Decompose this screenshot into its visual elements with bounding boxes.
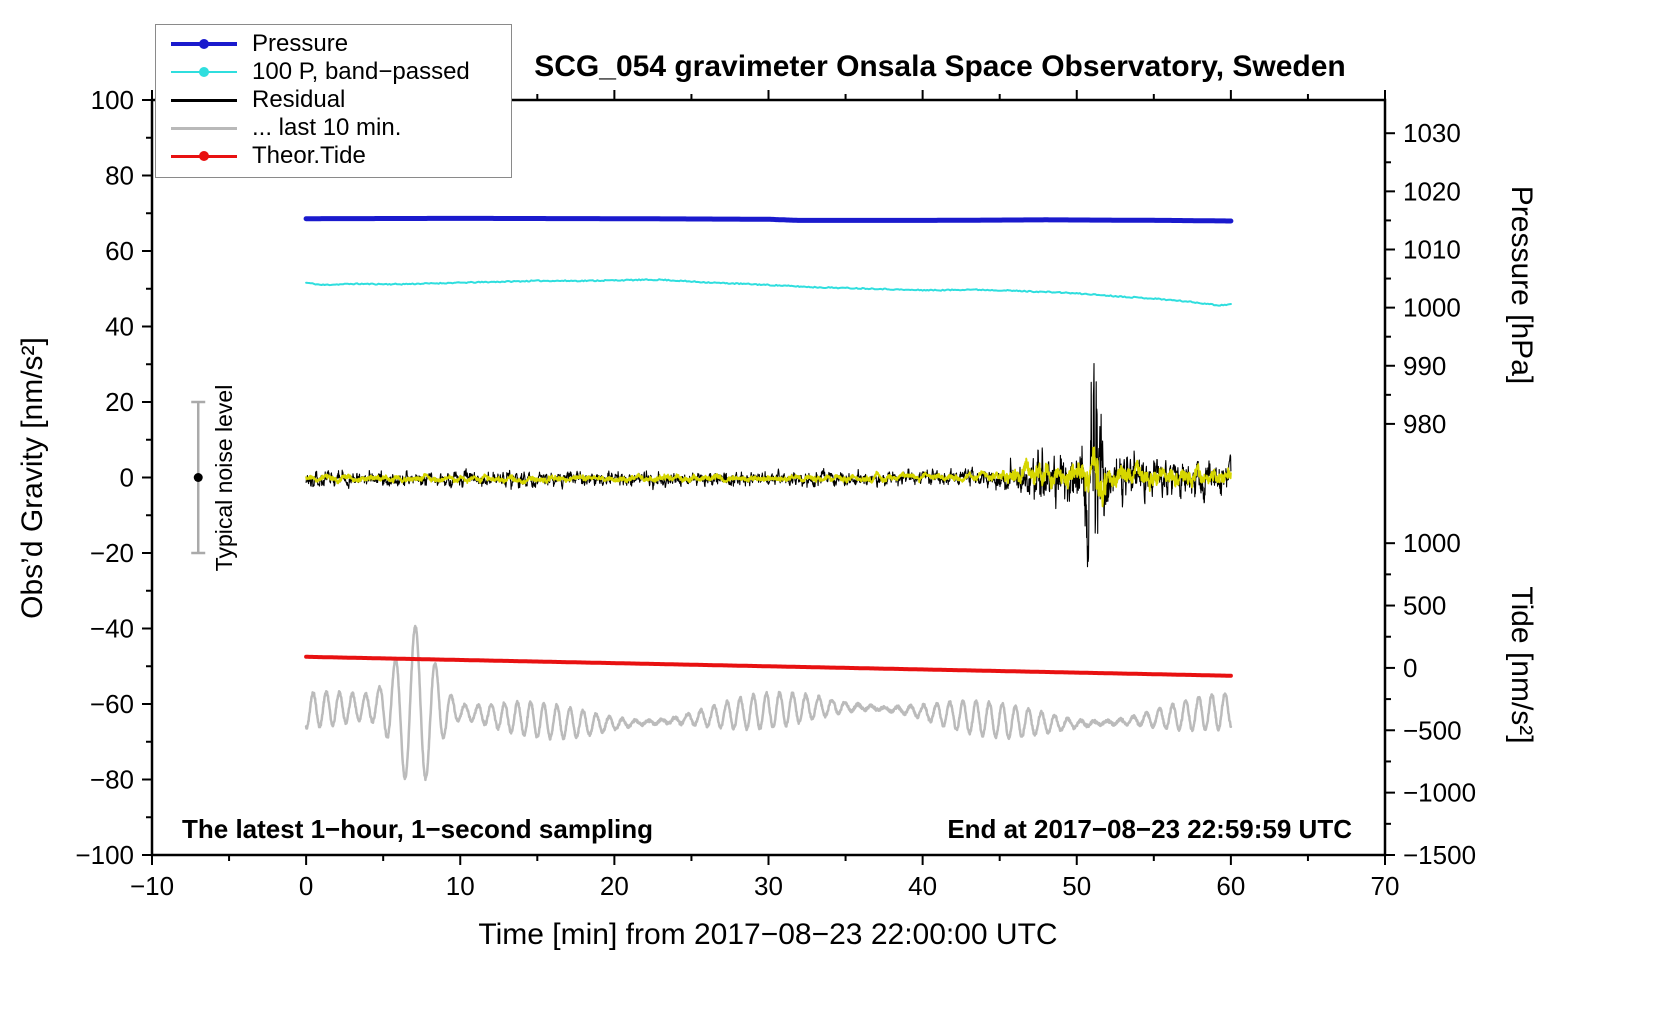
tide-tick-label: −1500 [1403, 840, 1476, 870]
annotation-sampling: The latest 1−hour, 1−second sampling [182, 814, 653, 844]
legend-item: 100 P, band−passed [156, 58, 511, 86]
pressure-tick-label: 990 [1403, 351, 1446, 381]
tide-tick-label: 0 [1403, 653, 1417, 683]
pressure-tick-label: 1030 [1403, 118, 1461, 148]
x-tick-label: 50 [1062, 871, 1091, 901]
tide-tick-label: 1000 [1403, 528, 1461, 558]
pressure-tick-label: 1000 [1403, 293, 1461, 323]
gravity-tick-label: −40 [90, 614, 134, 644]
gravity-tick-label: 60 [105, 236, 134, 266]
noise-marker-dot [193, 473, 203, 482]
gravity-tick-label: 40 [105, 312, 134, 342]
legend-symbol [156, 39, 252, 49]
legend-label: Residual [252, 86, 346, 113]
gravity-tick-label: 80 [105, 161, 134, 191]
axes-frame: −10 0 10 20 30 40 50 60 70100806040200−20−40−60−… [75, 85, 1476, 901]
gravity-tick-label: −20 [90, 538, 134, 568]
legend-dot-sample [199, 67, 209, 77]
pressure-tick-label: 980 [1403, 409, 1446, 439]
legend-dot-sample [199, 39, 209, 49]
x-tick-label: 40 [908, 871, 937, 901]
legend-item: Theor.Tide [156, 142, 511, 170]
series-layer [303, 215, 1234, 782]
legend-label: Pressure [252, 30, 349, 57]
legend-item: Residual [156, 86, 511, 114]
y-axis-label-tide: Tide [nm/s²] [1505, 586, 1538, 743]
y-axis-label-gravity: Obs’d Gravity [nm/s²] [16, 337, 49, 619]
series-band-passed-pressure [305, 278, 1232, 307]
x-tick-label: 10 [446, 871, 475, 901]
annotation-end-time: End at 2017−08−23 22:59:59 UTC [947, 814, 1352, 844]
x-tick-label: 20 [600, 871, 629, 901]
gravity-tick-label: 0 [120, 463, 134, 493]
noise-level-label: Typical noise level [211, 385, 237, 572]
y-axis-label-pressure: Pressure [hPa] [1505, 186, 1538, 384]
legend-symbol [156, 151, 252, 161]
legend-label: 100 P, band−passed [252, 58, 470, 85]
series-residual-last-10min [304, 624, 1233, 782]
x-tick-label: 0 [299, 871, 313, 901]
x-tick-label: 70 [1371, 871, 1400, 901]
legend-symbol [156, 67, 252, 77]
x-tick-label: −10 [130, 871, 174, 901]
legend-symbol [156, 98, 252, 102]
legend-dot-sample [199, 151, 209, 161]
legend-item: ... last 10 min. [156, 114, 511, 142]
gravity-tick-label: −80 [90, 765, 134, 795]
legend-label: ... last 10 min. [252, 114, 402, 141]
chart-title: SCG_054 gravimeter Onsala Space Observat… [534, 50, 1346, 83]
legend-item: Pressure [156, 30, 511, 58]
gravity-tick-label: −100 [75, 840, 134, 870]
legend-label: Theor.Tide [252, 142, 366, 169]
pressure-tick-label: 1020 [1403, 176, 1461, 206]
x-axis-label: Time [min] from 2017−08−23 22:00:00 UTC [478, 918, 1057, 951]
tide-tick-label: 500 [1403, 591, 1446, 621]
series-residual-filtered-overlay [305, 446, 1232, 508]
noise-level-marker [191, 400, 206, 555]
gravity-tick-label: −60 [90, 689, 134, 719]
legend-symbol [156, 126, 252, 130]
gravity-tick-label: 20 [105, 387, 134, 417]
tide-tick-label: −1000 [1403, 778, 1476, 808]
legend-line-sample [171, 126, 237, 130]
tide-tick-label: −500 [1403, 715, 1462, 745]
legend: Pressure 100 P, band−passed Residual... la… [155, 24, 512, 178]
series-theor-tide [304, 654, 1233, 678]
x-tick-label: 60 [1216, 871, 1245, 901]
gravity-tick-label: 100 [91, 85, 134, 115]
series-pressure [303, 215, 1234, 224]
legend-line-sample [171, 98, 237, 102]
pressure-tick-label: 1010 [1403, 234, 1461, 264]
x-tick-label: 30 [754, 871, 783, 901]
